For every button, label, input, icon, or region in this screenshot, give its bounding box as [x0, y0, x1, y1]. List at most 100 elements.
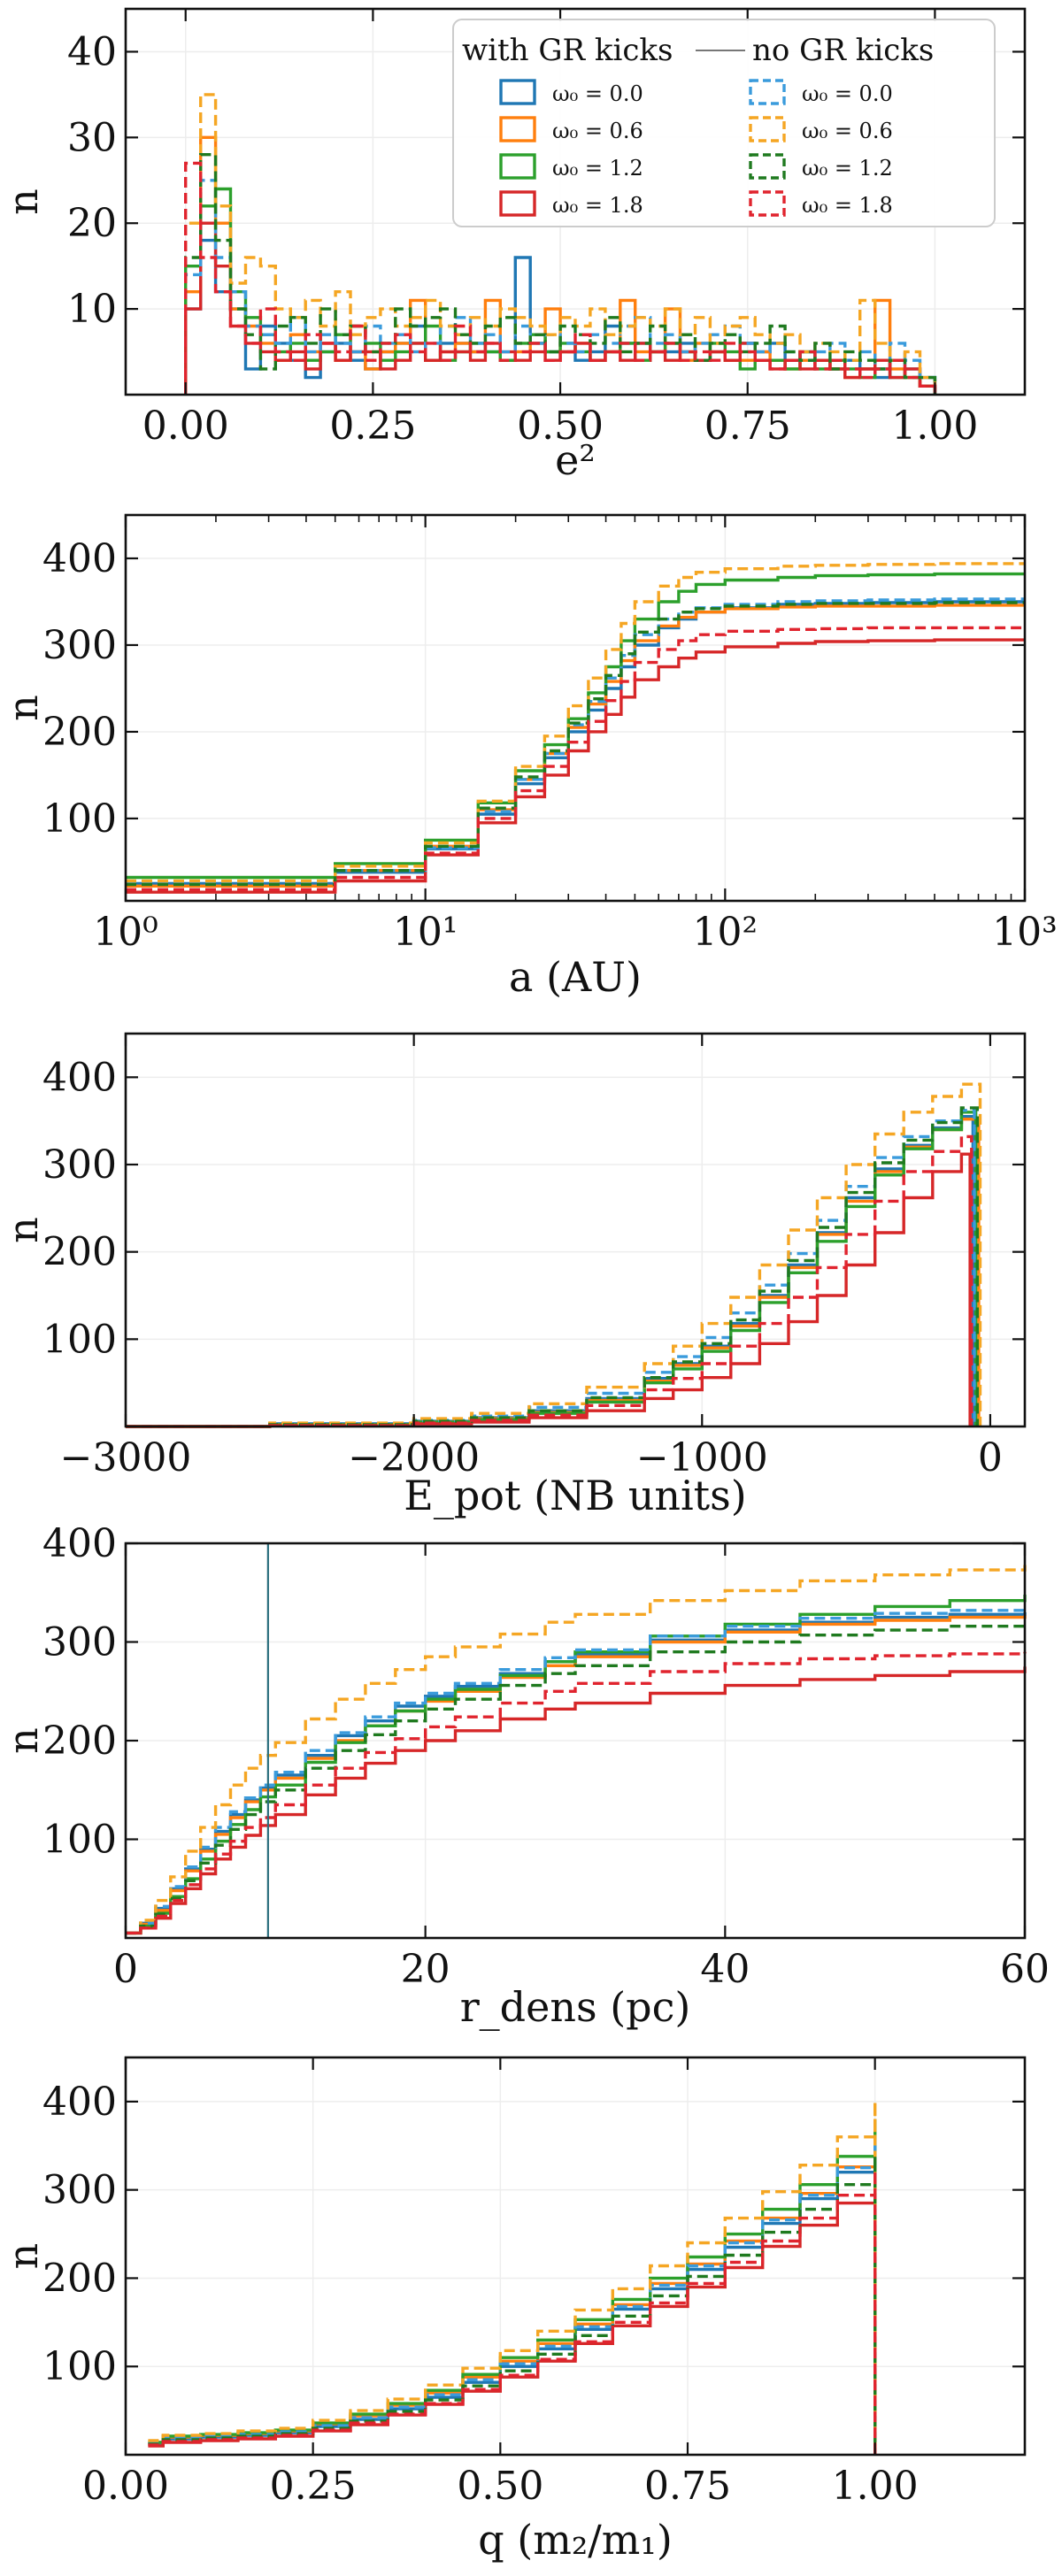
- series-group: [184, 93, 937, 395]
- y-tick-label: 100: [42, 2344, 117, 2389]
- x-tick-label: 0.75: [644, 2464, 731, 2509]
- series-w0_0_0_dashed-q: [148, 2138, 877, 2455]
- x-axis-label: r_dens (pc): [460, 1983, 691, 2031]
- series-w0_0_0_solid-q: [148, 2141, 877, 2455]
- x-tick-label: 0.00: [142, 404, 229, 449]
- y-tick-label: 400: [42, 1521, 117, 1566]
- legend-box: [452, 19, 996, 227]
- x-axis-label: e²: [555, 436, 596, 484]
- x-axis-label: E_pot (NB units): [404, 1472, 746, 1519]
- legend-label: ω₀ = 1.2: [802, 156, 893, 181]
- legend-swatch-w0_1_8_solid: [499, 190, 536, 217]
- y-tick-label: 200: [42, 710, 117, 755]
- y-tick-label: 30: [67, 115, 117, 160]
- x-tick-label: 0.00: [82, 2464, 169, 2509]
- legend-swatch-w0_1_8_dashed: [749, 190, 786, 217]
- x-tick-label: 10¹: [393, 910, 458, 955]
- legend-swatch-w0_1_2_dashed: [749, 153, 786, 180]
- x-tick-label: 0.25: [270, 2464, 357, 2509]
- series-w0_0_6_dashed-rdens: [126, 1565, 1027, 1935]
- axes-frame: [124, 2056, 1027, 2457]
- y-tick-label: 100: [42, 1317, 117, 1362]
- x-tick-label: −2000: [348, 1435, 480, 1480]
- legend-swatch-w0_1_2_solid: [499, 153, 536, 180]
- legend-label: ω₀ = 1.8: [552, 193, 643, 218]
- panel-Epot: −3000 −2000 −1000 0 100 200 300 400 n E_pot (NB u…: [0, 1032, 1027, 1519]
- y-tick-label: 200: [42, 1230, 117, 1275]
- y-tick-label: 20: [67, 201, 117, 246]
- series-group: [148, 2101, 877, 2455]
- panel-a: 10⁰ 10¹ 10² 10³ 100 200 300 400 n a (AU): [0, 513, 1058, 1001]
- series-w0_1_8_dashed-e2: [184, 161, 937, 395]
- y-tick-label: 300: [42, 2168, 117, 2213]
- y-axis-label: n: [0, 1727, 47, 1754]
- legend-label: ω₀ = 0.0: [802, 81, 893, 106]
- x-tick-label: 10³: [992, 910, 1058, 955]
- y-tick-label: 300: [42, 623, 117, 668]
- legend-label: ω₀ = 0.0: [552, 81, 643, 106]
- x-tick-label: −3000: [60, 1435, 192, 1480]
- x-tick-label: 60: [1000, 1947, 1050, 1992]
- series-group: [126, 1082, 982, 1428]
- series-w0_1_2_dashed-a: [126, 601, 1025, 887]
- series-w0_0_6_dashed-Epot: [126, 1082, 982, 1428]
- legend-swatch-w0_0_6_dashed: [749, 116, 786, 142]
- series-w0_1_8_solid-Epot: [126, 1152, 972, 1428]
- x-tick-label: 0.50: [517, 404, 604, 449]
- series-w0_0_6_dashed-q: [148, 2101, 877, 2455]
- legend-label: ω₀ = 0.6: [802, 119, 893, 143]
- panel-q: 0.00 0.25 0.50 0.75 1.00 100 200 300 400 n q (m₂/m…: [0, 2056, 1027, 2564]
- series-w0_1_8_dashed-q: [148, 2170, 877, 2455]
- series-w0_1_2_dashed-Epot: [126, 1106, 979, 1428]
- x-tick-label: 1.00: [832, 2464, 919, 2509]
- legend-swatch-w0_0_0_dashed: [749, 79, 786, 105]
- series-w0_0_0_dashed-a: [126, 597, 1025, 885]
- legend-swatch-w0_0_6_solid: [499, 116, 536, 142]
- legend-label: ω₀ = 1.8: [802, 193, 893, 218]
- y-axis-label: n: [0, 1217, 47, 1243]
- legend-swatch-w0_0_0_solid: [499, 79, 536, 105]
- legend: with GR kicks no GR kicks ω₀ = 0.0 ω₀ = 0.6…: [452, 19, 996, 227]
- x-tick-label: 0.50: [457, 2464, 543, 2509]
- series-w0_1_2_dashed-rdens: [126, 1624, 1027, 1935]
- axes-frame: [124, 7, 1027, 396]
- y-axis-label: n: [0, 2243, 47, 2270]
- series-w0_1_8_dashed-a: [126, 626, 1025, 891]
- x-tick-label: 40: [700, 1947, 750, 1992]
- series-group: [126, 562, 1025, 894]
- y-tick-label: 400: [42, 2080, 117, 2125]
- y-tick-label: 300: [42, 1142, 117, 1188]
- y-tick-label: 400: [42, 1055, 117, 1100]
- x-axis-label: q (m₂/m₁): [478, 2516, 673, 2564]
- legend-header-right: no GR kicks: [752, 33, 934, 68]
- panel-rdens: 0 20 40 60 100 200 300 400 n r_dens (pc): [0, 1521, 1050, 2031]
- x-tick-label: 0: [978, 1435, 1003, 1480]
- panel-e2: 0.00 0.25 0.50 0.75 1.00 10 20 30 40 n e²: [0, 7, 1027, 484]
- axes-frame: [124, 1032, 1027, 1428]
- y-axis-label: n: [0, 695, 47, 721]
- y-tick-label: 200: [42, 2256, 117, 2301]
- series-w0_1_8_solid-a: [126, 638, 1025, 894]
- x-axis-label: a (AU): [509, 953, 642, 1001]
- series-w0_1_2_solid-q: [148, 2118, 877, 2455]
- series-w0_1_2_solid-a: [126, 572, 1025, 880]
- series-w0_0_6_dashed-a: [126, 562, 1025, 883]
- x-tick-label: 0: [113, 1947, 138, 1992]
- series-w0_1_8_solid-rdens: [126, 1666, 1027, 1935]
- series-w0_1_2_solid-Epot: [126, 1111, 978, 1428]
- y-tick-label: 40: [67, 29, 117, 74]
- y-tick-label: 300: [42, 1620, 117, 1665]
- y-tick-label: 400: [42, 536, 117, 581]
- y-tick-label: 10: [67, 287, 117, 332]
- x-tick-label: −1000: [636, 1435, 768, 1480]
- axes-frame: [124, 513, 1027, 903]
- x-tick-label: 0.75: [704, 404, 791, 449]
- x-tick-label: 1.00: [891, 404, 978, 449]
- y-axis-label: n: [0, 188, 47, 215]
- series-w0_1_8_dashed-Epot: [126, 1134, 974, 1428]
- x-tick-label: 0.25: [329, 404, 416, 449]
- legend-label: ω₀ = 1.2: [552, 156, 643, 181]
- series-w0_1_8_dashed-rdens: [126, 1651, 1027, 1935]
- series-w0_0_6_solid-a: [126, 604, 1025, 888]
- y-tick-label: 200: [42, 1719, 117, 1764]
